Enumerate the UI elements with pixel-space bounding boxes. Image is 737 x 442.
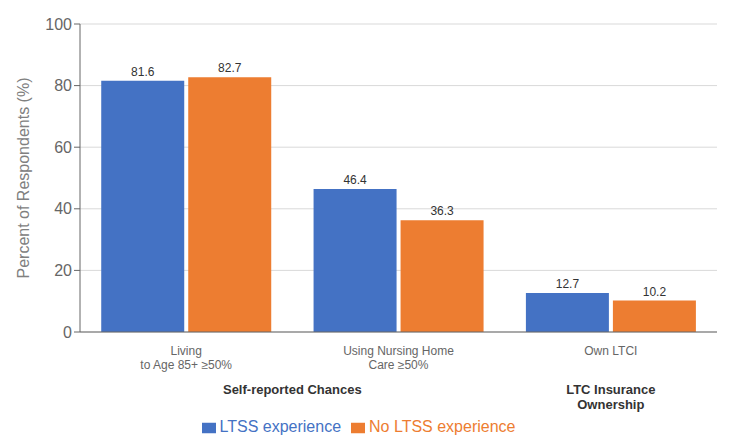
svg-text:80: 80: [54, 77, 72, 94]
svg-text:46.4: 46.4: [343, 173, 367, 187]
svg-text:Percent of Respondents (%): Percent of Respondents (%): [15, 78, 32, 279]
svg-text:82.7: 82.7: [218, 61, 242, 75]
svg-text:Using Nursing HomeCare ≥50%: Using Nursing HomeCare ≥50%: [343, 344, 454, 372]
html-text:No LTSS experience: No LTSS experience: [369, 418, 516, 435]
svg-text:100: 100: [45, 16, 72, 33]
svg-text:Own LTCI: Own LTCI: [584, 344, 637, 358]
svg-text:LTC InsuranceOwnership: LTC InsuranceOwnership: [566, 382, 655, 413]
svg-text:36.3: 36.3: [430, 204, 454, 218]
svg-text:40: 40: [54, 200, 72, 217]
svg-text:81.6: 81.6: [131, 65, 155, 79]
svg-text:20: 20: [54, 262, 72, 279]
svg-text:Livingto Age 85+ ≥50%: Livingto Age 85+ ≥50%: [140, 344, 232, 372]
html-text:LTSS experience: LTSS experience: [219, 418, 341, 435]
svg-text:12.7: 12.7: [556, 277, 580, 291]
svg-text:60: 60: [54, 139, 72, 156]
svg-text:0: 0: [63, 324, 72, 341]
svg-text:Self-reported Chances: Self-reported Chances: [223, 382, 362, 397]
svg-text:10.2: 10.2: [643, 285, 667, 299]
